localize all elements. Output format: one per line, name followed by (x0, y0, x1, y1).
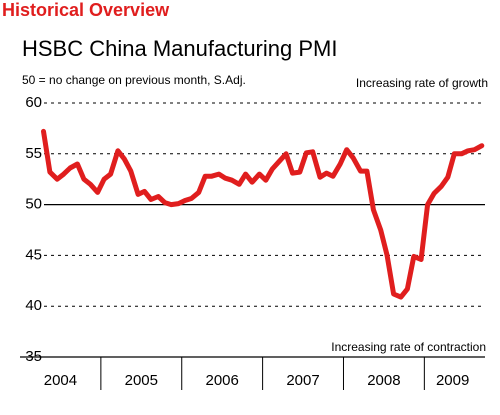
y-tick-label: 55 (25, 145, 42, 162)
x-tick-label: 2006 (205, 372, 238, 389)
chart-title: HSBC China Manufacturing PMI (22, 36, 337, 61)
y-tick-label: 60 (25, 94, 42, 111)
x-tick-label: 2005 (125, 372, 158, 389)
page-header: Historical Overview (2, 0, 170, 20)
x-tick-label: 2004 (44, 372, 77, 389)
x-tick-label: 2007 (286, 372, 319, 389)
data-line (41, 128, 485, 300)
y-tick-label: 45 (25, 246, 42, 263)
chart-subtitle: 50 = no change on previous month, S.Adj. (22, 73, 246, 87)
annotation: Increasing rate of contraction (331, 340, 486, 354)
x-tick-label: 2008 (367, 372, 400, 389)
y-tick-label: 40 (25, 297, 42, 314)
x-tick-label: 2009 (436, 372, 469, 389)
y-tick-label: 50 (25, 196, 42, 213)
annotation: Increasing rate of growth (356, 76, 488, 90)
